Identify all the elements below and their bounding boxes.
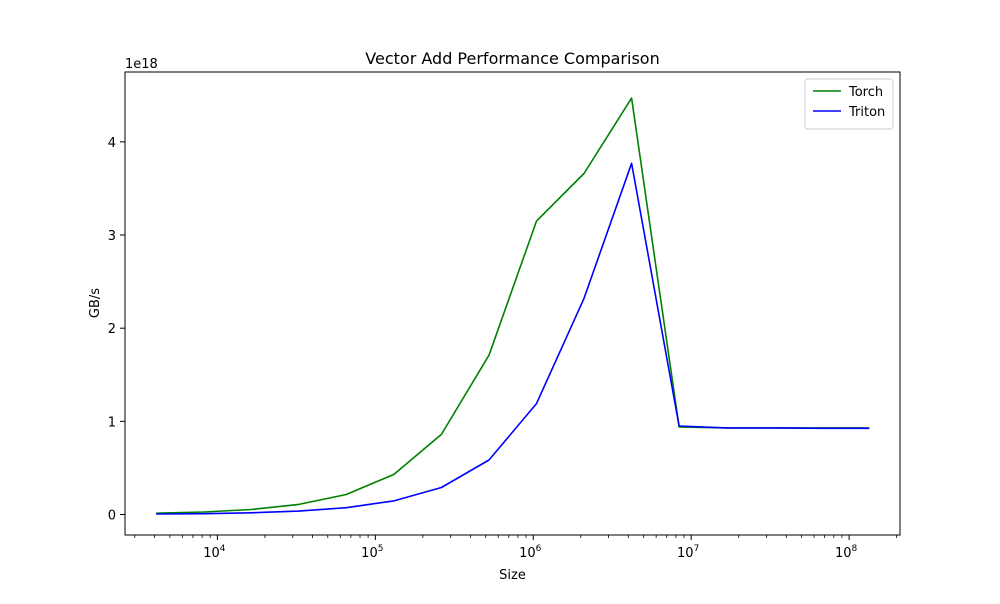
x-tick-label: 104 [203, 544, 226, 561]
x-tick-label: 105 [361, 544, 383, 561]
axes-frame [124, 71, 901, 536]
y-tick-label: 2 [108, 322, 116, 337]
x-tick-label: 108 [835, 544, 858, 561]
plot-area [156, 97, 870, 515]
y-axis-label: GB/s [88, 288, 103, 318]
series-line-triton [156, 162, 870, 515]
x-tick-label: 107 [677, 544, 699, 561]
legend: Torch Triton [804, 78, 894, 130]
y-tick-label: 4 [108, 136, 116, 151]
y-axis-multiplier: 1e18 [125, 57, 158, 72]
y-tick-label: 0 [108, 509, 116, 524]
chart-title: Vector Add Performance Comparison [365, 49, 659, 68]
legend-label-triton: Triton [848, 105, 885, 120]
legend-label-torch: Torch [848, 85, 883, 100]
y-tick-label: 1 [108, 415, 116, 430]
y-tick-label: 3 [108, 229, 116, 244]
x-tick-label: 106 [519, 544, 542, 561]
x-axis-label: Size [499, 568, 526, 583]
